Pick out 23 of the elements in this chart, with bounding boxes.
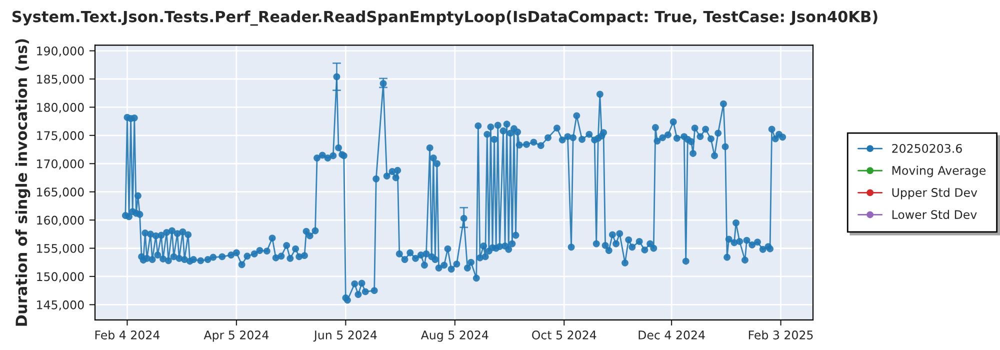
legend-label: 20250203.6 xyxy=(892,144,962,153)
x-tick-label: Feb 4 2024 xyxy=(95,330,160,340)
x-tick-label: Jun 5 2024 xyxy=(313,330,377,342)
y-tick-label: 185,000 xyxy=(37,74,84,85)
y-tick-label: 160,000 xyxy=(37,216,84,226)
y-axis-title: Duration of single invocation (ns) xyxy=(15,39,30,326)
y-tick-label: 145,000 xyxy=(37,300,84,311)
x-tick-label: Apr 5 2024 xyxy=(204,330,269,342)
x-tick-label: Oct 5 2024 xyxy=(532,330,596,340)
legend-label: Upper Std Dev xyxy=(892,188,978,200)
y-tick-label: 175,000 xyxy=(37,131,84,142)
y-tick-label: 150,000 xyxy=(37,272,84,282)
legend-label: Lower Std Dev xyxy=(892,210,977,220)
y-tick-label: 180,000 xyxy=(37,102,84,114)
y-tick-label: 165,000 xyxy=(37,188,84,198)
y-tick-label: 155,000 xyxy=(37,244,84,254)
x-tick-label: Aug 5 2024 xyxy=(420,330,488,342)
chart-title: System.Text.Json.Tests.Perf_Reader.ReadSpanEmptyLoop(IsDataCompact: True, TestCase: Json40KB) xyxy=(12,10,878,26)
x-tick-label: Feb 3 2025 xyxy=(748,330,813,340)
legend-label: Moving Average xyxy=(892,166,986,178)
y-tick-label: 190,000 xyxy=(37,46,84,57)
x-tick-label: Dec 4 2024 xyxy=(638,330,705,340)
y-tick-label: 170,000 xyxy=(37,159,84,170)
